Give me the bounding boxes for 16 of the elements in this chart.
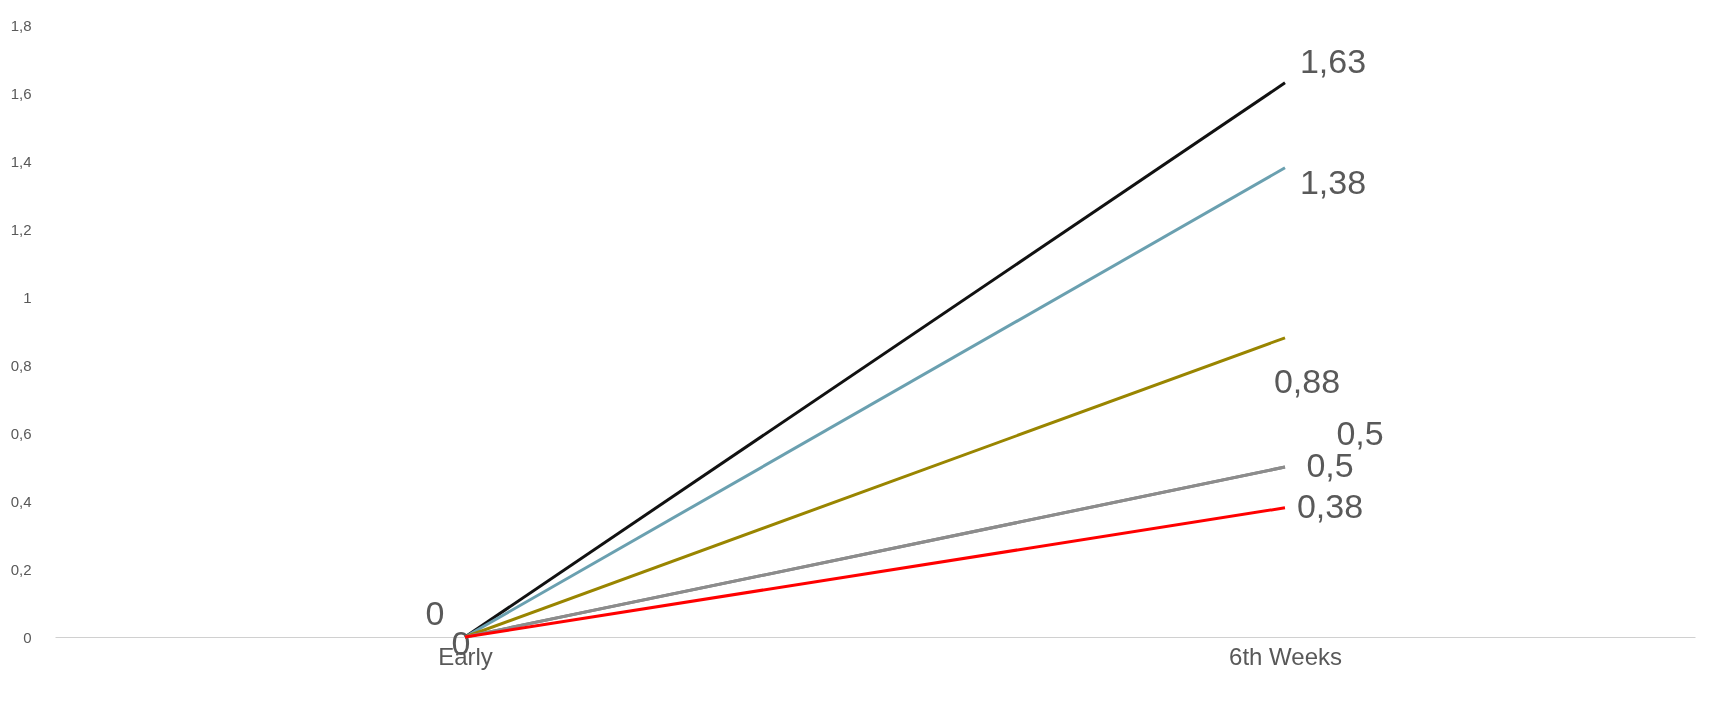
y-tick-label: 0,8: [10, 356, 32, 374]
y-tick-label: 1: [23, 288, 32, 306]
data-label: 1,38: [1299, 162, 1367, 201]
y-tick-label: 0,6: [10, 424, 32, 442]
y-tick-label: 1,4: [10, 152, 32, 170]
y-tick-label: 0,2: [10, 560, 32, 578]
data-label: 0,88: [1273, 361, 1341, 400]
data-label: 1,63: [1299, 41, 1367, 80]
x-tick-label: 6th Weeks: [1229, 642, 1342, 670]
y-tick-label: 1,8: [10, 16, 32, 34]
y-tick-label: 0,4: [10, 492, 32, 510]
y-tick-label: 1,6: [10, 84, 32, 102]
y-tick-label: 1,2: [10, 220, 32, 238]
y-tick-label: 0: [23, 628, 32, 646]
data-label: 0: [425, 594, 445, 632]
data-label: 0,38: [1296, 486, 1364, 525]
